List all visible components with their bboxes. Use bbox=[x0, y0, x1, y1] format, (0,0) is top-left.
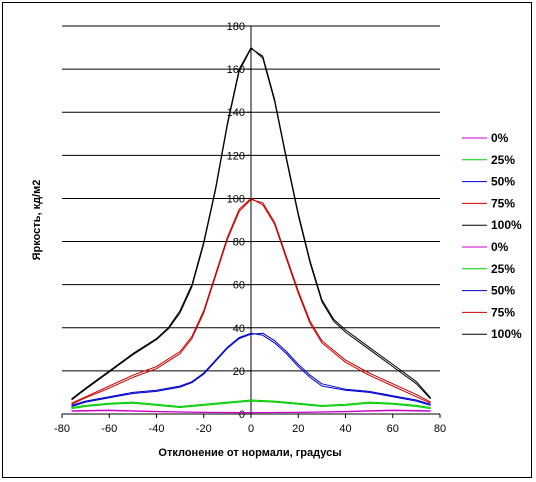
y-tick-label: 140 bbox=[227, 107, 245, 119]
legend-label: 100% bbox=[491, 218, 522, 232]
y-tick-label: 20 bbox=[233, 366, 245, 378]
legend-label: 50% bbox=[491, 284, 515, 298]
x-tick-label: 40 bbox=[339, 423, 351, 435]
legend-label: 25% bbox=[491, 153, 515, 167]
y-tick-label: 0 bbox=[239, 409, 245, 421]
series-line-7 bbox=[71, 400, 431, 410]
series-line-10 bbox=[71, 48, 431, 401]
series-line-8 bbox=[71, 332, 431, 407]
y-axis-title: Яркость, кд/м2 bbox=[31, 180, 43, 261]
series-line-9 bbox=[71, 199, 431, 405]
chart-frame bbox=[2, 2, 532, 478]
x-tick-label: -80 bbox=[54, 423, 70, 435]
axes: -80 -60 -40 -20 0 20 40 60 80 0 20 40 60 80 100 120 140 1… bbox=[54, 21, 446, 435]
x-tick-label: 0 bbox=[248, 423, 254, 435]
legend-label: 75% bbox=[491, 196, 515, 210]
x-tick-label: 80 bbox=[434, 423, 446, 435]
legend-label: 0% bbox=[491, 131, 509, 145]
legend-label: 75% bbox=[491, 305, 515, 319]
series-line-2 bbox=[71, 399, 431, 408]
y-tick-label: 60 bbox=[233, 280, 245, 292]
legend-label: 25% bbox=[491, 262, 515, 276]
legend-label: 100% bbox=[491, 327, 522, 341]
legend-label: 50% bbox=[491, 175, 515, 189]
x-tick-label: 20 bbox=[292, 423, 304, 435]
y-tick-label: 180 bbox=[227, 21, 245, 33]
x-tick-label: -20 bbox=[196, 423, 212, 435]
legend: 0% 25% 50% 75% 100% 0% 25% 50% 75% 100% bbox=[462, 131, 522, 341]
y-tick-label: 120 bbox=[227, 150, 245, 162]
x-tick-label: -40 bbox=[149, 423, 165, 435]
x-axis-title: Отклонение от нормали, градусы bbox=[158, 447, 341, 459]
y-tick-label: 100 bbox=[227, 193, 245, 205]
y-tick-label: 40 bbox=[233, 323, 245, 335]
series-line-3 bbox=[71, 332, 431, 406]
y-tick-label: 80 bbox=[233, 237, 245, 249]
x-tick-label: 60 bbox=[387, 423, 399, 435]
series-lines bbox=[71, 47, 431, 414]
legend-label: 0% bbox=[491, 240, 509, 254]
x-tick-label: -60 bbox=[101, 423, 117, 435]
series-line-5 bbox=[71, 47, 431, 400]
series-line-6 bbox=[71, 410, 431, 414]
series-line-4 bbox=[71, 197, 431, 404]
